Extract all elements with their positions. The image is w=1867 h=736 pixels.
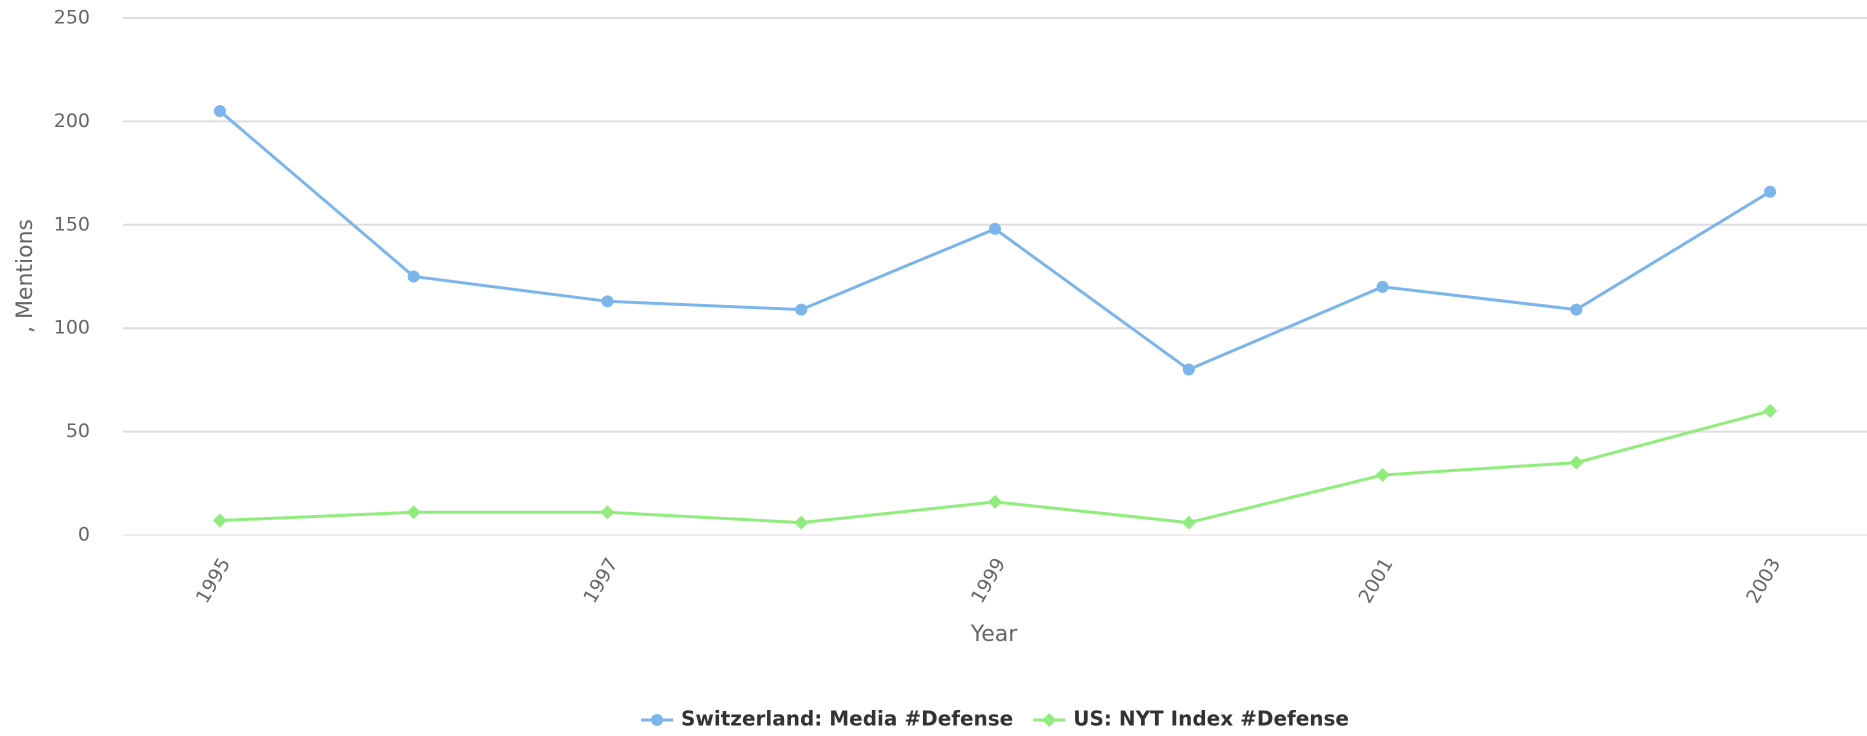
marker bbox=[213, 105, 226, 118]
marker bbox=[1764, 185, 1777, 198]
marker bbox=[601, 295, 614, 308]
marker bbox=[1376, 280, 1389, 293]
marker bbox=[795, 303, 808, 316]
y-axis-title: , Mentions bbox=[13, 219, 38, 333]
x-tick-label: 2001 bbox=[1354, 554, 1397, 607]
y-tick-label: 0 bbox=[78, 524, 90, 546]
marker bbox=[988, 494, 1002, 509]
marker bbox=[1763, 403, 1778, 418]
marker bbox=[1042, 713, 1057, 727]
x-tick-label: 1999 bbox=[967, 554, 1010, 607]
legend-label: US: NYT Index #Defense bbox=[1073, 707, 1349, 731]
y-tick-label: 150 bbox=[54, 213, 90, 235]
y-tick-label: 250 bbox=[54, 7, 90, 29]
marker bbox=[1181, 515, 1196, 530]
marker bbox=[1569, 455, 1584, 470]
marker bbox=[600, 505, 615, 520]
legend-item: US: NYT Index #Defense bbox=[1033, 707, 1349, 731]
marker bbox=[407, 270, 420, 283]
x-tick-label: 2003 bbox=[1742, 554, 1785, 607]
marker bbox=[1375, 468, 1390, 483]
legend-label: Switzerland: Media #Defense bbox=[681, 707, 1013, 731]
y-tick-label: 100 bbox=[54, 317, 90, 339]
marker bbox=[212, 513, 227, 528]
legend: Switzerland: Media #Defense US: NYT Index… bbox=[641, 707, 1349, 731]
x-tick-label: 1995 bbox=[192, 554, 235, 607]
marker bbox=[1570, 303, 1583, 316]
x-axis-title: Year bbox=[970, 622, 1019, 647]
y-tick-label: 200 bbox=[54, 110, 90, 132]
y-tick-label: 50 bbox=[66, 420, 90, 442]
x-tick-label: 1997 bbox=[579, 554, 622, 607]
marker bbox=[1182, 363, 1195, 376]
marker bbox=[651, 714, 663, 726]
marker bbox=[989, 222, 1001, 235]
legend-item: Switzerland: Media #Defense bbox=[641, 707, 1013, 731]
marker bbox=[794, 515, 809, 530]
series-line bbox=[218, 109, 1771, 372]
marker bbox=[406, 505, 421, 520]
